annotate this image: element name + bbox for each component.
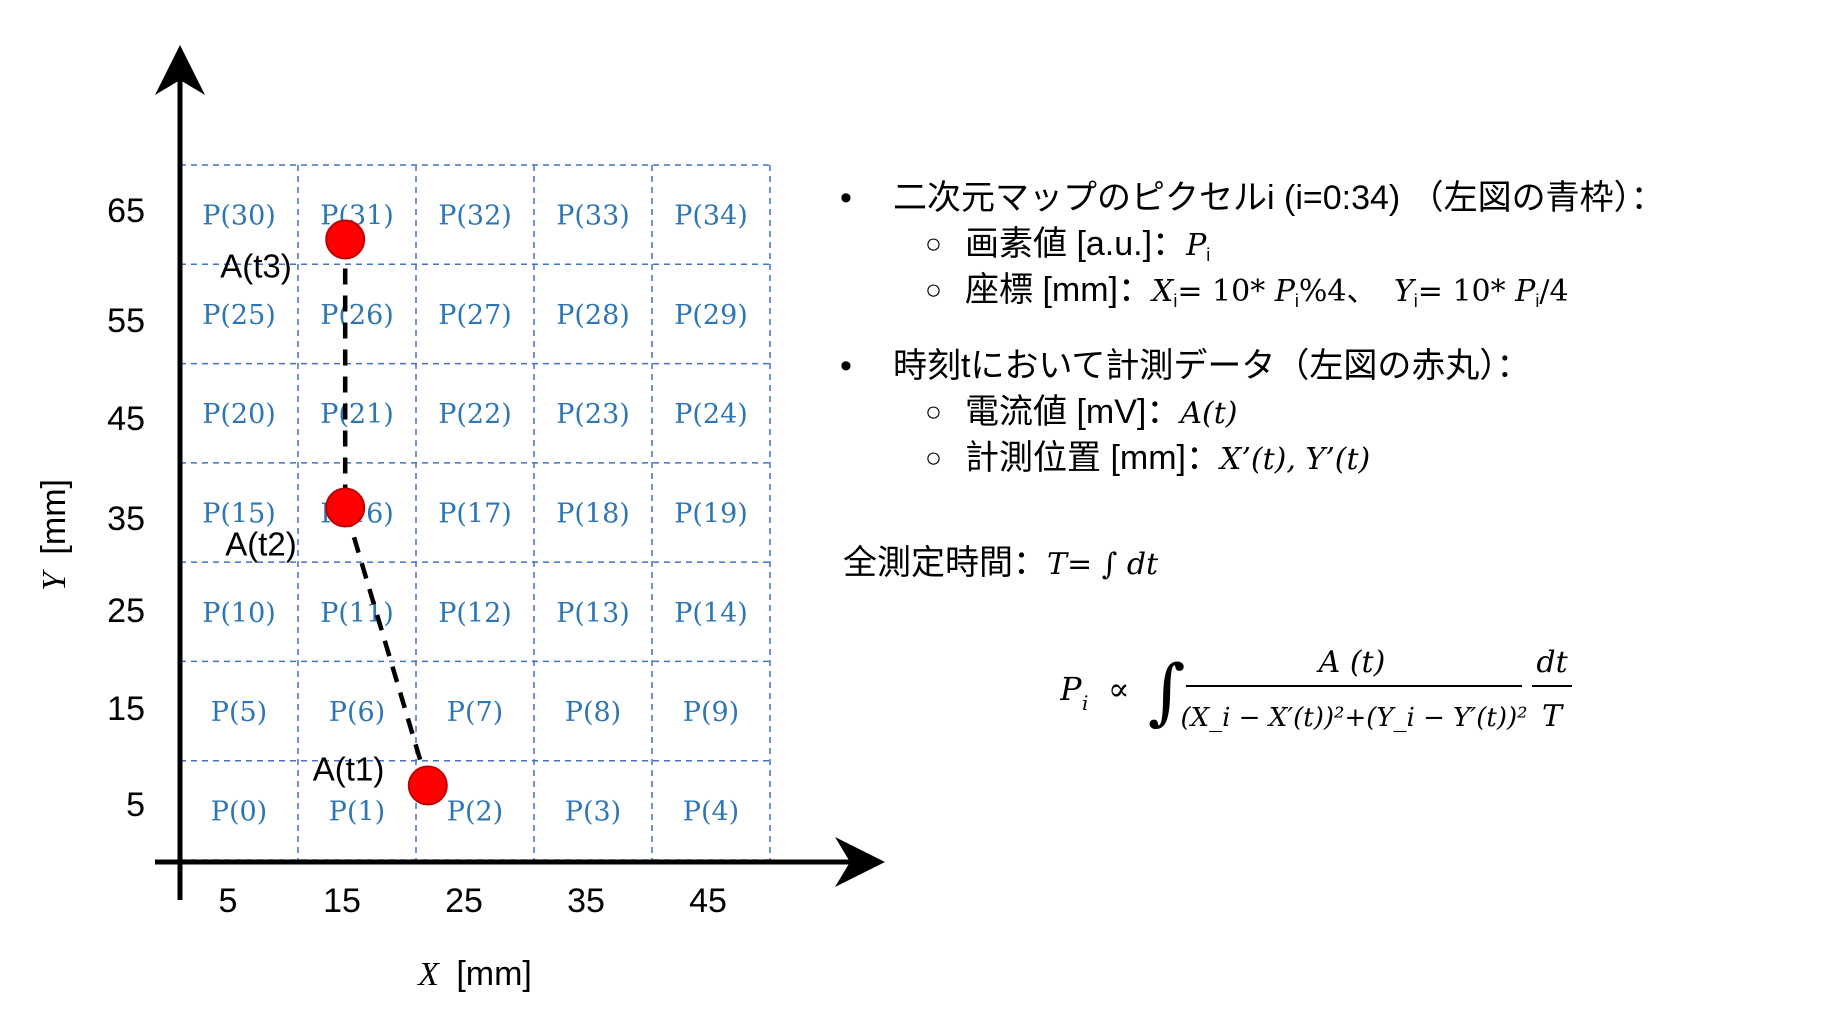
pixel-label: P(6) bbox=[329, 697, 385, 728]
bullet-symbol: • bbox=[840, 179, 852, 217]
total-time-formula: T= ∫ dt bbox=[1047, 547, 1159, 582]
pixel-value-sub: i bbox=[1206, 245, 1211, 265]
current-symbol: A(t) bbox=[1180, 396, 1238, 431]
measurement-point bbox=[325, 219, 366, 260]
sub-bullet-symbol: ○ bbox=[925, 396, 942, 427]
formula-lhs: P bbox=[1060, 670, 1082, 708]
pixel-label: P(11) bbox=[320, 598, 394, 629]
pixel-label: P(0) bbox=[211, 796, 267, 827]
pixel-label: P(18) bbox=[556, 499, 630, 530]
bullet-pixels: • 二次元マップのピクセルi (i=0:34) （左図の青枠）： bbox=[840, 175, 1820, 221]
sub-pixel-value: ○ 画素値 [a.u.]：Pi bbox=[840, 221, 1820, 267]
sub-current-value: ○ 電流値 [mV]：A(t) bbox=[840, 389, 1820, 435]
measurement-points: A(t1) A(t2) A(t3) bbox=[220, 219, 448, 806]
measurement-point bbox=[407, 765, 448, 806]
pixel-label: P(9) bbox=[683, 697, 739, 728]
pixel-label: P(30) bbox=[202, 201, 276, 232]
bullet-measurement: • 時刻tにおいて計測データ（左図の赤丸）： bbox=[840, 343, 1820, 389]
pixel-label: P(7) bbox=[447, 697, 503, 728]
position-symbol: X’(t), Y’(t) bbox=[1219, 442, 1371, 477]
measurement-label: A(t1) bbox=[313, 751, 385, 788]
measurement-label: A(t2) bbox=[225, 526, 297, 563]
formula-lhs-sub: i bbox=[1082, 691, 1088, 715]
axes bbox=[155, 45, 885, 900]
x-tick-label: 25 bbox=[445, 882, 483, 920]
pixel-label: P(34) bbox=[674, 201, 748, 232]
y-axis-title: Y [mm] bbox=[35, 479, 73, 591]
pixel-label: P(8) bbox=[565, 697, 621, 728]
y-tick-label: 55 bbox=[107, 302, 145, 340]
x-tick-label: 5 bbox=[219, 882, 238, 920]
total-time-line: 全測定時間：T= ∫ dt bbox=[843, 535, 1158, 584]
y-tick-label: 35 bbox=[107, 500, 145, 538]
coord-x-symbol: X bbox=[1151, 274, 1174, 309]
pixel-label: P(3) bbox=[565, 796, 621, 827]
pixel-label: P(21) bbox=[320, 399, 394, 430]
axis-ticks: 5 15 25 35 45 5 15 25 35 45 55 65 bbox=[107, 192, 727, 920]
pixel-label: P(5) bbox=[211, 697, 267, 728]
pixel-label: P(14) bbox=[674, 598, 748, 629]
formula-dt-denominator: T bbox=[1542, 699, 1564, 734]
pixel-label: P(12) bbox=[438, 598, 512, 629]
pixel-label: P(4) bbox=[683, 796, 739, 827]
x-tick-label: 35 bbox=[567, 882, 605, 920]
sub-bullet-symbol: ○ bbox=[925, 274, 942, 305]
bullet-symbol: • bbox=[840, 347, 852, 385]
pixel-value-label: 画素値 [a.u.]： bbox=[965, 225, 1187, 263]
x-tick-label: 15 bbox=[323, 882, 361, 920]
formula-proportional: ∝ bbox=[1108, 670, 1130, 708]
pixel-label: P(23) bbox=[556, 399, 630, 430]
x-tick-label: 45 bbox=[689, 882, 727, 920]
measurement-point bbox=[325, 487, 366, 528]
coord-y-symbol: Y bbox=[1393, 274, 1414, 309]
bullet-measurement-text: 時刻tにおいて計測データ（左図の赤丸）： bbox=[893, 347, 1531, 385]
formula-denominator: (X_i − X′(t))²+(Y_i − Y′(t))² bbox=[1180, 703, 1527, 733]
position-label: 計測位置 [mm]： bbox=[965, 439, 1220, 477]
pixel-label: P(10) bbox=[202, 598, 276, 629]
pixel-value-symbol: P bbox=[1186, 228, 1207, 263]
y-tick-label: 15 bbox=[107, 690, 145, 728]
pixel-label: P(13) bbox=[556, 598, 630, 629]
sub-bullet-symbol: ○ bbox=[925, 228, 942, 259]
bullet-pixels-text: 二次元マップのピクセルi (i=0:34) （左図の青枠）： bbox=[893, 179, 1665, 217]
main-formula: P i ∝ ∫ A (t) (X_i − X′(t))²+(Y_i − Y′(t… bbox=[1060, 645, 1572, 734]
pixel-label: P(29) bbox=[674, 300, 748, 331]
formula-numerator: A (t) bbox=[1316, 645, 1386, 680]
pixel-labels: P(0) P(1) P(2) P(3) P(4) P(5) P(6) P(7) P(8) P(9)… bbox=[202, 201, 748, 828]
pixel-label: P(27) bbox=[438, 300, 512, 331]
y-tick-label: 45 bbox=[107, 400, 145, 438]
formula-dt-numerator: dt bbox=[1536, 645, 1568, 680]
total-time-label: 全測定時間： bbox=[843, 544, 1047, 582]
pixel-label: P(26) bbox=[320, 300, 394, 331]
measurement-label: A(t3) bbox=[220, 247, 292, 284]
y-tick-label: 5 bbox=[126, 786, 145, 824]
sub-bullet-symbol: ○ bbox=[925, 442, 942, 473]
pixel-label: P(33) bbox=[556, 201, 630, 232]
pixel-label: P(19) bbox=[674, 499, 748, 530]
pixel-label: P(24) bbox=[674, 399, 748, 430]
coord-label: 座標 [mm]： bbox=[965, 271, 1152, 309]
sub-measure-position: ○ 計測位置 [mm]：X’(t), Y’(t) bbox=[840, 435, 1820, 481]
current-label: 電流値 [mV]： bbox=[965, 393, 1181, 431]
pixel-label: P(22) bbox=[438, 399, 512, 430]
sub-pixel-coordinates: ○ 座標 [mm]：Xi= 10* Pi%4、 Yi= 10* Pi/4 bbox=[840, 267, 1820, 313]
measurement-path-line bbox=[342, 239, 430, 787]
notes-panel: • 二次元マップのピクセルi (i=0:34) （左図の青枠）： ○ 画素値 [… bbox=[840, 175, 1820, 481]
pixel-label: P(28) bbox=[556, 300, 630, 331]
pixel-label: P(17) bbox=[438, 499, 512, 530]
y-tick-label: 25 bbox=[107, 592, 145, 630]
measurement-path bbox=[342, 239, 430, 787]
pixel-label: P(20) bbox=[202, 399, 276, 430]
x-axis-title: X [mm] bbox=[416, 955, 532, 993]
pixel-label: P(15) bbox=[202, 499, 276, 530]
pixel-label: P(25) bbox=[202, 300, 276, 331]
formula-integral: ∫ bbox=[1148, 649, 1186, 733]
y-tick-label: 65 bbox=[107, 192, 145, 230]
pixel-label: P(32) bbox=[438, 201, 512, 232]
pixel-label: P(1) bbox=[329, 796, 385, 827]
pixel-label: P(2) bbox=[447, 796, 503, 827]
